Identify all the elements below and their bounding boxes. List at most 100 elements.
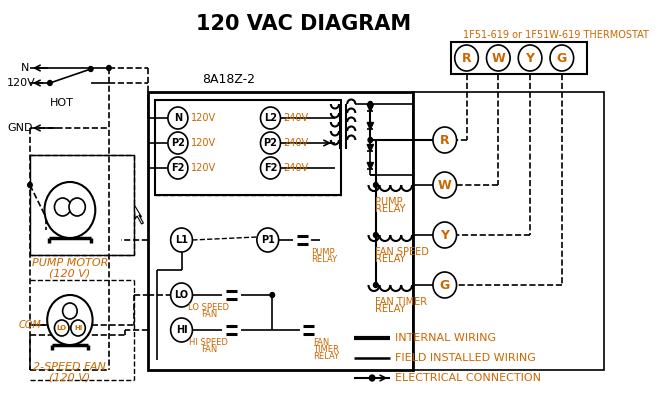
- Text: LO: LO: [57, 325, 67, 331]
- Text: INTERNAL WIRING: INTERNAL WIRING: [395, 333, 496, 343]
- Text: G: G: [440, 279, 450, 292]
- Polygon shape: [367, 163, 373, 170]
- Polygon shape: [367, 104, 373, 111]
- Polygon shape: [367, 145, 373, 152]
- Text: N: N: [174, 113, 182, 123]
- Circle shape: [168, 107, 188, 129]
- Text: RELAY: RELAY: [313, 352, 339, 361]
- Circle shape: [71, 320, 85, 336]
- Text: F2: F2: [172, 163, 185, 173]
- Text: 120V: 120V: [190, 138, 216, 148]
- Circle shape: [486, 45, 510, 71]
- Circle shape: [54, 198, 71, 216]
- Text: 2-SPEED FAN: 2-SPEED FAN: [34, 362, 107, 372]
- Text: 120V: 120V: [7, 78, 36, 88]
- Text: 1F51-619 or 1F51W-619 THERMOSTAT: 1F51-619 or 1F51W-619 THERMOSTAT: [463, 30, 649, 40]
- Text: P2: P2: [263, 138, 277, 148]
- Text: Y: Y: [525, 52, 535, 65]
- Circle shape: [373, 233, 378, 238]
- Circle shape: [257, 228, 279, 252]
- Text: 240V: 240V: [283, 138, 308, 148]
- Text: COM: COM: [18, 320, 41, 330]
- Circle shape: [433, 172, 456, 198]
- Circle shape: [171, 283, 192, 307]
- Circle shape: [168, 132, 188, 154]
- Text: F2: F2: [264, 163, 277, 173]
- Text: RELAY: RELAY: [375, 254, 405, 264]
- Circle shape: [168, 157, 188, 179]
- Text: 240V: 240V: [283, 113, 308, 123]
- Circle shape: [44, 182, 95, 238]
- Circle shape: [550, 45, 574, 71]
- Text: L2: L2: [264, 113, 277, 123]
- Text: L1: L1: [175, 235, 188, 245]
- Text: 120 VAC DIAGRAM: 120 VAC DIAGRAM: [196, 14, 411, 34]
- Text: 120V: 120V: [190, 113, 216, 123]
- Circle shape: [455, 45, 478, 71]
- Circle shape: [519, 45, 542, 71]
- Bar: [148, 92, 413, 370]
- Text: HI: HI: [176, 325, 188, 335]
- Circle shape: [107, 65, 111, 70]
- Circle shape: [171, 318, 192, 342]
- Text: W: W: [438, 178, 452, 191]
- Circle shape: [368, 137, 373, 142]
- Text: TIMER: TIMER: [313, 345, 339, 354]
- Circle shape: [27, 183, 32, 187]
- Text: GND: GND: [7, 123, 33, 133]
- Text: PUMP MOTOR: PUMP MOTOR: [31, 258, 108, 268]
- Text: (120 V): (120 V): [50, 372, 90, 382]
- Text: HI SPEED: HI SPEED: [190, 338, 228, 347]
- Text: LO: LO: [174, 290, 188, 300]
- Text: R: R: [440, 134, 450, 147]
- Bar: [155, 100, 341, 195]
- Text: P1: P1: [261, 235, 275, 245]
- Circle shape: [373, 183, 378, 187]
- Circle shape: [433, 127, 456, 153]
- Circle shape: [369, 375, 375, 381]
- Text: HOT: HOT: [50, 98, 74, 108]
- Circle shape: [433, 222, 456, 248]
- Circle shape: [48, 80, 52, 85]
- Text: FAN SPEED: FAN SPEED: [375, 247, 429, 257]
- Text: FIELD INSTALLED WIRING: FIELD INSTALLED WIRING: [395, 353, 536, 363]
- Bar: [30, 155, 134, 255]
- Text: Y: Y: [440, 228, 450, 241]
- Text: LO SPEED: LO SPEED: [188, 303, 229, 312]
- Text: HI: HI: [74, 325, 82, 331]
- Text: G: G: [557, 52, 567, 65]
- Text: PUMP: PUMP: [375, 197, 403, 207]
- Text: RELAY: RELAY: [312, 255, 338, 264]
- Polygon shape: [367, 122, 373, 129]
- Text: RELAY: RELAY: [375, 204, 405, 214]
- Circle shape: [88, 67, 93, 72]
- Circle shape: [270, 292, 275, 297]
- Text: FAN: FAN: [313, 338, 330, 347]
- Text: 120V: 120V: [190, 163, 216, 173]
- Circle shape: [373, 282, 378, 287]
- Text: FAN TIMER: FAN TIMER: [375, 297, 427, 307]
- Text: R: R: [462, 52, 471, 65]
- Bar: [451, 42, 587, 74]
- Text: PUMP: PUMP: [312, 248, 335, 257]
- Circle shape: [69, 198, 85, 216]
- Circle shape: [54, 320, 69, 336]
- Polygon shape: [134, 205, 143, 224]
- Text: 240V: 240V: [283, 163, 308, 173]
- Circle shape: [47, 295, 92, 345]
- Text: RELAY: RELAY: [375, 304, 405, 314]
- Circle shape: [433, 272, 456, 298]
- Circle shape: [171, 228, 192, 252]
- Circle shape: [368, 101, 373, 106]
- Circle shape: [261, 157, 281, 179]
- Text: 8A18Z-2: 8A18Z-2: [202, 73, 255, 86]
- Text: P2: P2: [171, 138, 185, 148]
- Text: FAN: FAN: [200, 345, 217, 354]
- Text: FAN: FAN: [200, 310, 217, 319]
- Circle shape: [261, 107, 281, 129]
- Bar: [413, 92, 604, 370]
- Text: W: W: [491, 52, 505, 65]
- Circle shape: [62, 303, 77, 319]
- Text: (120 V): (120 V): [50, 268, 90, 278]
- Text: N: N: [21, 63, 29, 73]
